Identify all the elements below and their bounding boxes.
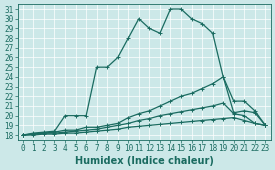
X-axis label: Humidex (Indice chaleur): Humidex (Indice chaleur) — [75, 156, 214, 166]
